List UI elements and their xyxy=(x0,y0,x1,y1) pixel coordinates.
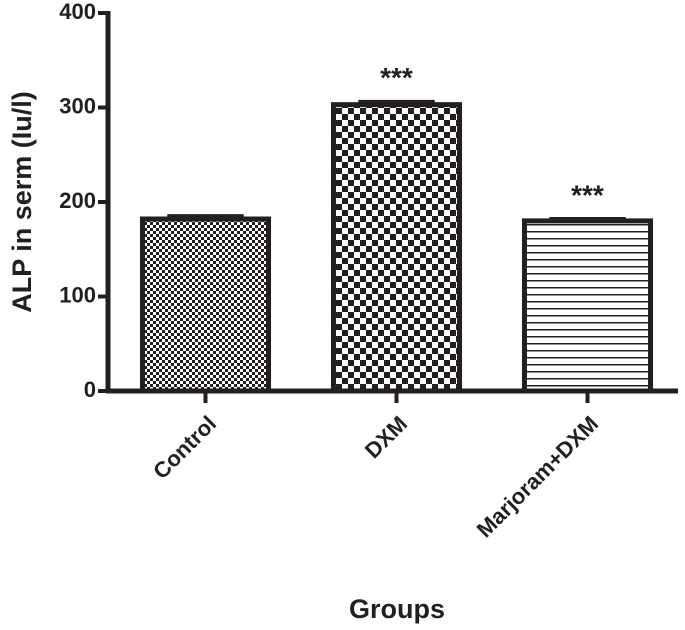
y-tick-label: 400 xyxy=(59,0,96,24)
x-tick-label: DXM xyxy=(360,411,412,463)
y-tick-label: 300 xyxy=(59,93,96,118)
x-axis-title: Groups xyxy=(349,594,445,624)
y-axis-title: ALP in serm (Iu/l) xyxy=(7,91,37,313)
y-tick-label: 200 xyxy=(59,188,96,213)
y-tick-label: 0 xyxy=(84,377,96,402)
x-tick-label: Control xyxy=(148,411,221,484)
x-tick-label: Marjoram+DXM xyxy=(472,411,603,542)
bar xyxy=(521,218,654,394)
bar xyxy=(139,216,272,394)
y-tick-label: 100 xyxy=(59,282,96,307)
bar xyxy=(330,102,463,394)
significance-label: *** xyxy=(571,179,604,210)
significance-label: *** xyxy=(380,62,413,93)
